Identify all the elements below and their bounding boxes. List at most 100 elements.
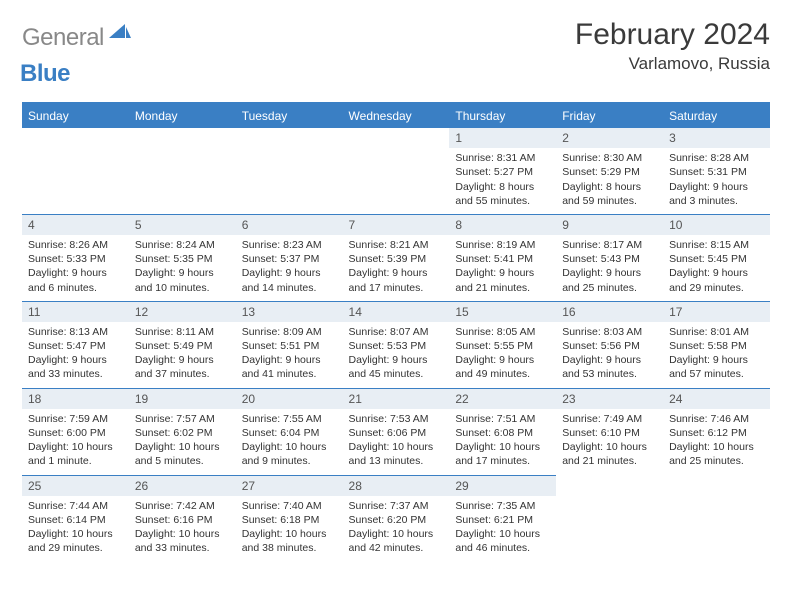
day-cell: 13Sunrise: 8:09 AMSunset: 5:51 PMDayligh… <box>236 301 343 388</box>
empty-cell <box>663 475 770 562</box>
daylight-text: Daylight: 10 hours and 13 minutes. <box>349 440 444 468</box>
daylight-text: Daylight: 10 hours and 25 minutes. <box>669 440 764 468</box>
sunrise-text: Sunrise: 8:30 AM <box>562 151 657 165</box>
day-number: 28 <box>343 475 450 496</box>
sunrise-text: Sunrise: 8:21 AM <box>349 238 444 252</box>
logo-sail-icon <box>109 24 131 47</box>
day-cell: 25Sunrise: 7:44 AMSunset: 6:14 PMDayligh… <box>22 475 129 562</box>
day-cell: 23Sunrise: 7:49 AMSunset: 6:10 PMDayligh… <box>556 388 663 475</box>
calendar-table: SundayMondayTuesdayWednesdayThursdayFrid… <box>22 102 770 561</box>
day-number: 29 <box>449 475 556 496</box>
sunset-text: Sunset: 5:29 PM <box>562 165 657 179</box>
day-cell: 22Sunrise: 7:51 AMSunset: 6:08 PMDayligh… <box>449 388 556 475</box>
sunrise-text: Sunrise: 7:49 AM <box>562 412 657 426</box>
day-cell: 1Sunrise: 8:31 AMSunset: 5:27 PMDaylight… <box>449 128 556 214</box>
sunrise-text: Sunrise: 7:46 AM <box>669 412 764 426</box>
empty-cell <box>22 128 129 214</box>
day-body: Sunrise: 7:49 AMSunset: 6:10 PMDaylight:… <box>556 409 663 475</box>
day-header: Thursday <box>449 103 556 128</box>
day-cell: 21Sunrise: 7:53 AMSunset: 6:06 PMDayligh… <box>343 388 450 475</box>
day-number: 22 <box>449 388 556 409</box>
daylight-text: Daylight: 10 hours and 5 minutes. <box>135 440 230 468</box>
day-number: 16 <box>556 301 663 322</box>
week-row: 1Sunrise: 8:31 AMSunset: 5:27 PMDaylight… <box>22 128 770 214</box>
day-body: Sunrise: 7:59 AMSunset: 6:00 PMDaylight:… <box>22 409 129 475</box>
day-cell: 7Sunrise: 8:21 AMSunset: 5:39 PMDaylight… <box>343 214 450 301</box>
sunrise-text: Sunrise: 8:28 AM <box>669 151 764 165</box>
sunrise-text: Sunrise: 8:23 AM <box>242 238 337 252</box>
daylight-text: Daylight: 9 hours and 41 minutes. <box>242 353 337 381</box>
logo-text-blue: Blue <box>20 60 70 88</box>
day-number: 9 <box>556 214 663 235</box>
day-body: Sunrise: 8:21 AMSunset: 5:39 PMDaylight:… <box>343 235 450 301</box>
day-header: Wednesday <box>343 103 450 128</box>
sunrise-text: Sunrise: 8:05 AM <box>455 325 550 339</box>
logo-text-gray: General <box>22 24 104 52</box>
day-cell: 16Sunrise: 8:03 AMSunset: 5:56 PMDayligh… <box>556 301 663 388</box>
sunrise-text: Sunrise: 8:01 AM <box>669 325 764 339</box>
calendar-body: 1Sunrise: 8:31 AMSunset: 5:27 PMDaylight… <box>22 128 770 561</box>
day-cell: 15Sunrise: 8:05 AMSunset: 5:55 PMDayligh… <box>449 301 556 388</box>
sunrise-text: Sunrise: 7:35 AM <box>455 499 550 513</box>
empty-cell <box>129 128 236 214</box>
day-body: Sunrise: 7:42 AMSunset: 6:16 PMDaylight:… <box>129 496 236 562</box>
day-cell: 9Sunrise: 8:17 AMSunset: 5:43 PMDaylight… <box>556 214 663 301</box>
day-body: Sunrise: 8:19 AMSunset: 5:41 PMDaylight:… <box>449 235 556 301</box>
sunrise-text: Sunrise: 8:15 AM <box>669 238 764 252</box>
day-cell: 6Sunrise: 8:23 AMSunset: 5:37 PMDaylight… <box>236 214 343 301</box>
day-number: 21 <box>343 388 450 409</box>
sunrise-text: Sunrise: 8:07 AM <box>349 325 444 339</box>
day-number: 19 <box>129 388 236 409</box>
day-number: 2 <box>556 128 663 148</box>
day-cell: 5Sunrise: 8:24 AMSunset: 5:35 PMDaylight… <box>129 214 236 301</box>
sunrise-text: Sunrise: 8:09 AM <box>242 325 337 339</box>
sunrise-text: Sunrise: 7:40 AM <box>242 499 337 513</box>
empty-cell <box>556 475 663 562</box>
daylight-text: Daylight: 9 hours and 33 minutes. <box>28 353 123 381</box>
sunset-text: Sunset: 5:37 PM <box>242 252 337 266</box>
day-number: 10 <box>663 214 770 235</box>
day-body: Sunrise: 8:24 AMSunset: 5:35 PMDaylight:… <box>129 235 236 301</box>
daylight-text: Daylight: 9 hours and 57 minutes. <box>669 353 764 381</box>
day-cell: 4Sunrise: 8:26 AMSunset: 5:33 PMDaylight… <box>22 214 129 301</box>
daylight-text: Daylight: 10 hours and 9 minutes. <box>242 440 337 468</box>
month-title: February 2024 <box>575 18 770 52</box>
day-body: Sunrise: 7:44 AMSunset: 6:14 PMDaylight:… <box>22 496 129 562</box>
daylight-text: Daylight: 9 hours and 17 minutes. <box>349 266 444 294</box>
day-cell: 11Sunrise: 8:13 AMSunset: 5:47 PMDayligh… <box>22 301 129 388</box>
daylight-text: Daylight: 9 hours and 21 minutes. <box>455 266 550 294</box>
day-cell: 10Sunrise: 8:15 AMSunset: 5:45 PMDayligh… <box>663 214 770 301</box>
daylight-text: Daylight: 9 hours and 6 minutes. <box>28 266 123 294</box>
day-body: Sunrise: 8:07 AMSunset: 5:53 PMDaylight:… <box>343 322 450 388</box>
day-body: Sunrise: 8:09 AMSunset: 5:51 PMDaylight:… <box>236 322 343 388</box>
sunset-text: Sunset: 5:49 PM <box>135 339 230 353</box>
sunset-text: Sunset: 6:21 PM <box>455 513 550 527</box>
day-body: Sunrise: 8:01 AMSunset: 5:58 PMDaylight:… <box>663 322 770 388</box>
day-cell: 24Sunrise: 7:46 AMSunset: 6:12 PMDayligh… <box>663 388 770 475</box>
day-cell: 8Sunrise: 8:19 AMSunset: 5:41 PMDaylight… <box>449 214 556 301</box>
day-body: Sunrise: 8:05 AMSunset: 5:55 PMDaylight:… <box>449 322 556 388</box>
day-body: Sunrise: 8:23 AMSunset: 5:37 PMDaylight:… <box>236 235 343 301</box>
daylight-text: Daylight: 9 hours and 10 minutes. <box>135 266 230 294</box>
day-cell: 26Sunrise: 7:42 AMSunset: 6:16 PMDayligh… <box>129 475 236 562</box>
day-header: Sunday <box>22 103 129 128</box>
day-body: Sunrise: 7:53 AMSunset: 6:06 PMDaylight:… <box>343 409 450 475</box>
day-body: Sunrise: 8:30 AMSunset: 5:29 PMDaylight:… <box>556 148 663 214</box>
day-number: 1 <box>449 128 556 148</box>
sunrise-text: Sunrise: 8:24 AM <box>135 238 230 252</box>
day-number: 17 <box>663 301 770 322</box>
sunrise-text: Sunrise: 7:51 AM <box>455 412 550 426</box>
sunset-text: Sunset: 5:31 PM <box>669 165 764 179</box>
sunrise-text: Sunrise: 7:53 AM <box>349 412 444 426</box>
day-cell: 20Sunrise: 7:55 AMSunset: 6:04 PMDayligh… <box>236 388 343 475</box>
location: Varlamovo, Russia <box>575 54 770 74</box>
daylight-text: Daylight: 9 hours and 37 minutes. <box>135 353 230 381</box>
sunrise-text: Sunrise: 8:17 AM <box>562 238 657 252</box>
day-number: 12 <box>129 301 236 322</box>
sunrise-text: Sunrise: 7:57 AM <box>135 412 230 426</box>
sunset-text: Sunset: 5:39 PM <box>349 252 444 266</box>
day-cell: 29Sunrise: 7:35 AMSunset: 6:21 PMDayligh… <box>449 475 556 562</box>
day-cell: 27Sunrise: 7:40 AMSunset: 6:18 PMDayligh… <box>236 475 343 562</box>
daylight-text: Daylight: 9 hours and 14 minutes. <box>242 266 337 294</box>
logo: General <box>22 18 133 52</box>
